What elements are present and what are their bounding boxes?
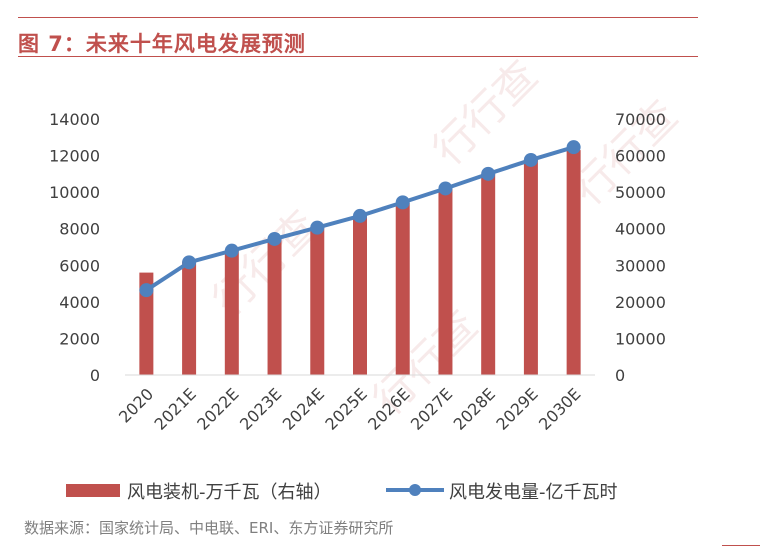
x-axis-tick-label: 2027E: [407, 384, 456, 433]
left-axis-tick-label: 12000: [49, 147, 100, 166]
line-point-generation: [566, 140, 581, 155]
legend-line-marker: [409, 484, 421, 496]
left-axis-tick-label: 4000: [59, 293, 100, 312]
left-axis-tick-label: 6000: [59, 256, 100, 275]
bar-installed-capacity: [310, 226, 325, 375]
legend-bar-swatch: [66, 484, 120, 497]
line-point-generation: [310, 220, 325, 235]
bar-installed-capacity: [267, 237, 282, 375]
left-axis-tick-label: 8000: [59, 220, 100, 239]
bar-installed-capacity: [566, 150, 581, 375]
legend-bar-label: 风电装机-万千瓦（右轴）: [127, 482, 332, 503]
legend-line-label: 风电发电量-亿千瓦时: [449, 482, 618, 503]
right-axis-tick-label: 50000: [615, 183, 666, 202]
bar-installed-capacity: [523, 159, 538, 375]
bar-installed-capacity: [353, 215, 367, 375]
bar-installed-capacity: [139, 272, 154, 375]
bar-installed-capacity: [395, 203, 410, 375]
line-point-generation: [481, 166, 496, 181]
right-axis-tick-label: 0: [615, 366, 625, 385]
line-point-generation: [438, 181, 453, 196]
line-point-generation: [523, 152, 538, 167]
left-axis-tick-label: 14000: [49, 110, 100, 129]
bar-installed-capacity: [438, 188, 453, 375]
x-axis-tick-label: 2025E: [321, 384, 370, 433]
right-axis-tick-label: 60000: [615, 147, 666, 166]
x-axis-tick-label: 2030E: [535, 384, 584, 433]
line-point-generation: [395, 195, 410, 210]
line-point-generation: [224, 243, 239, 258]
left-axis-tick-label: 10000: [49, 183, 100, 202]
left-axis-tick-label: 0: [90, 366, 100, 385]
left-axis-tick-label: 2000: [59, 329, 100, 348]
line-point-generation: [267, 231, 282, 246]
right-axis-tick-label: 10000: [615, 329, 666, 348]
right-axis-tick-label: 30000: [615, 256, 666, 275]
corner-mark: [722, 545, 760, 546]
top-rule: [18, 17, 698, 18]
bar-installed-capacity: [481, 173, 496, 375]
line-point-generation: [353, 208, 367, 223]
x-axis-tick-label: 2024E: [279, 384, 328, 433]
bar-installed-capacity: [182, 261, 197, 375]
x-axis-tick-label: 2021E: [151, 384, 200, 433]
right-axis-tick-label: 70000: [615, 110, 666, 129]
x-axis-tick-label: 2028E: [450, 384, 499, 433]
line-point-generation: [139, 283, 154, 298]
right-axis-tick-label: 40000: [615, 220, 666, 239]
x-axis-tick-label: 2023E: [236, 384, 285, 433]
source-note: 数据来源：国家统计局、中电联、ERI、东方证券研究所: [24, 519, 394, 537]
bar-installed-capacity: [224, 250, 239, 375]
right-axis-tick-label: 20000: [615, 293, 666, 312]
x-axis-tick-label: 2029E: [492, 384, 541, 433]
figure-title: 图 7：未来十年风电发展预测: [18, 32, 306, 56]
x-axis-tick-label: 2022E: [193, 384, 242, 433]
title-underline: [18, 56, 698, 57]
legend: 风电装机-万千瓦（右轴） 风电发电量-亿千瓦时: [66, 482, 618, 503]
x-axis-tick-label: 2026E: [364, 384, 413, 433]
line-point-generation: [182, 255, 197, 270]
